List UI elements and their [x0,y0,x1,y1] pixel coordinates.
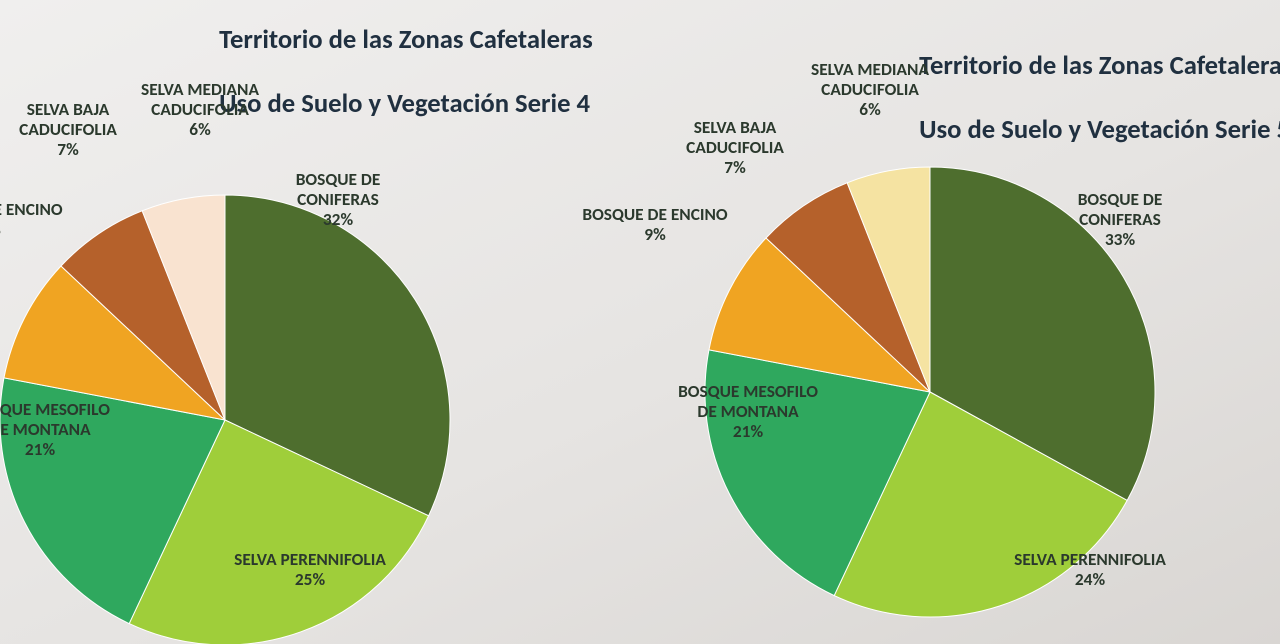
canvas: Territorio de las Zonas Cafetaleras Uso … [0,0,1280,644]
slice-label: SELVA PERENNIFOLIA 24% [1014,550,1166,590]
slice-label: BOSQUE MESOFILO DE MONTANA 21% [0,400,110,460]
slice-label: BOSQUE DE ENCINO 9% [0,200,63,240]
slice-label: BOSQUE DE CONIFERAS 33% [1078,190,1163,250]
slice-label: SELVA BAJA CADUCIFOLIA 7% [686,118,784,178]
slice-label: BOSQUE MESOFILO DE MONTANA 21% [678,382,818,442]
slice-label: BOSQUE DE ENCINO 9% [582,205,727,245]
slice-label: SELVA PERENNIFOLIA 25% [234,550,386,590]
slice-label: SELVA MEDIANA CADUCIFOLIA 6% [141,80,259,140]
slice-label: BOSQUE DE CONIFERAS 32% [296,170,381,230]
slice-label: SELVA MEDIANA CADUCIFOLIA 6% [811,60,929,120]
slice-label: SELVA BAJA CADUCIFOLIA 7% [19,100,117,160]
